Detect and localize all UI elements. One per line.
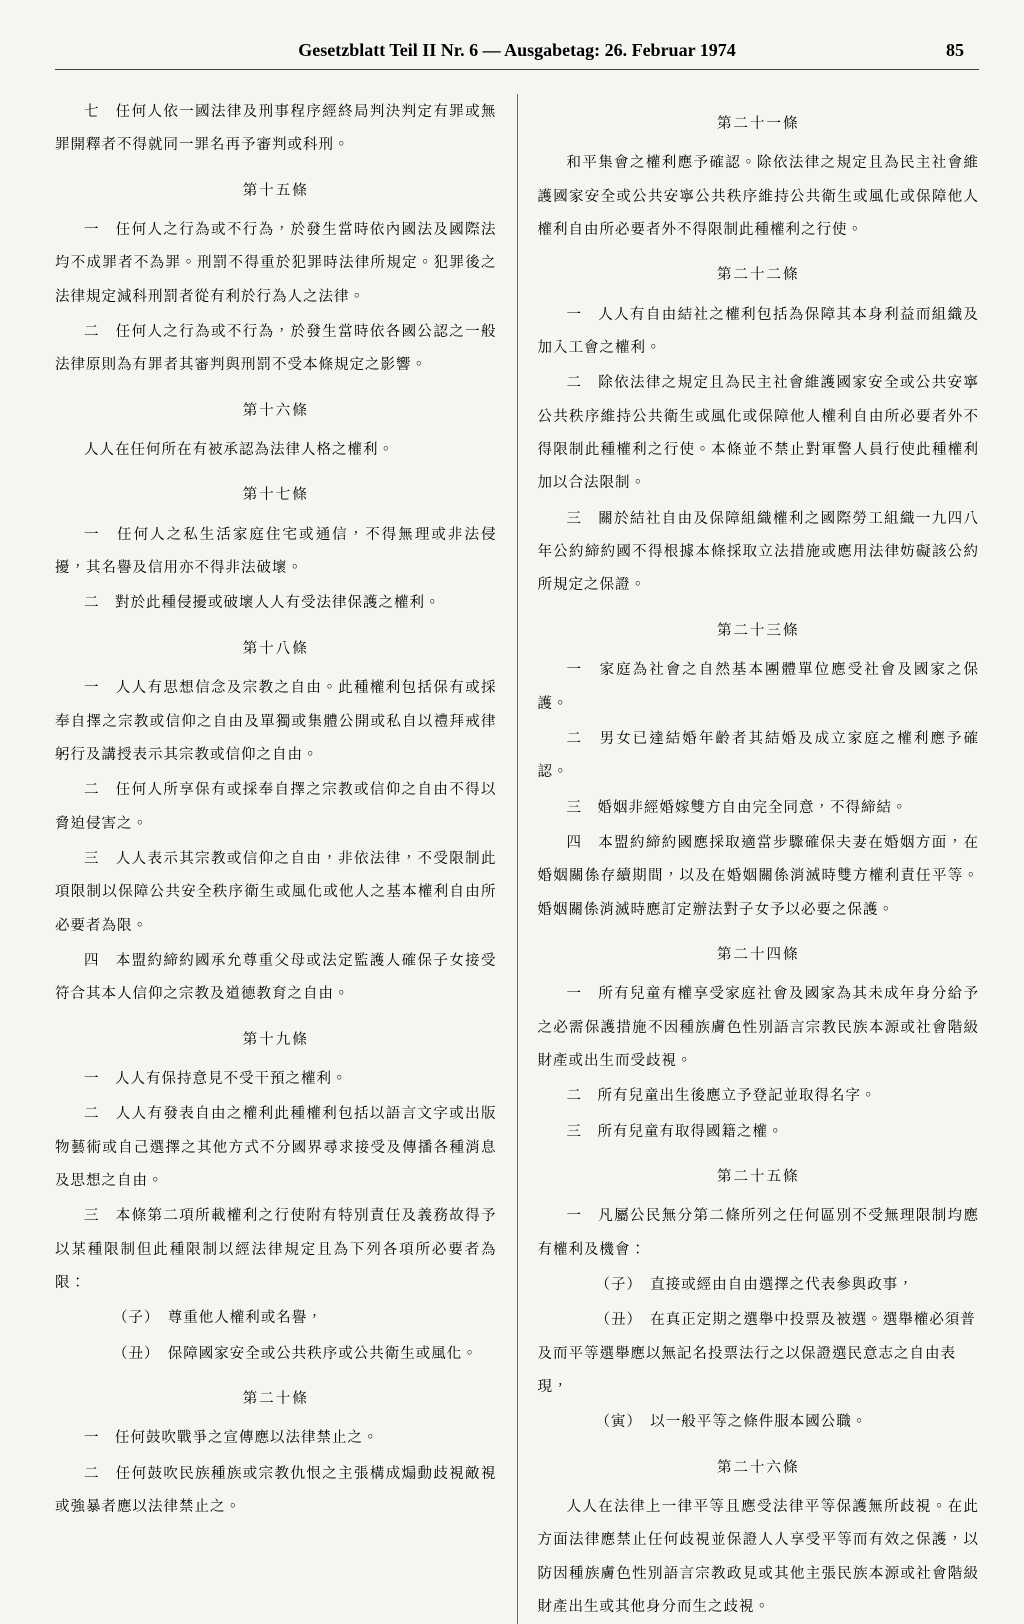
sub-item: （丑） 保障國家安全或公共秩序或公共衛生或風化。 bbox=[55, 1336, 497, 1369]
para: 二 對於此種侵擾或破壞人人有受法律保護之權利。 bbox=[55, 585, 497, 618]
para: 二 任何人所享保有或採奉自擇之宗教或信仰之自由不得以脅迫侵害之。 bbox=[55, 772, 497, 839]
sub-item: （丑） 在真正定期之選舉中投票及被選。選舉權必須普及而平等選舉應以無記名投票法行… bbox=[538, 1302, 980, 1402]
para: 人人在任何所在有被承認為法律人格之權利。 bbox=[55, 432, 497, 465]
article-title: 第十八條 bbox=[55, 631, 497, 664]
article-title: 第十六條 bbox=[55, 393, 497, 426]
article-title: 第二十六條 bbox=[538, 1450, 980, 1483]
para: 二 任何鼓吹民族種族或宗教仇恨之主張構成煽動歧視敵視或強暴者應以法律禁止之。 bbox=[55, 1456, 497, 1523]
header-title: Gesetzblatt Teil II Nr. 6 — Ausgabetag: … bbox=[298, 40, 736, 60]
para: 二 人人有發表自由之權利此種權利包括以語言文字或出版物藝術或自己選擇之其他方式不… bbox=[55, 1096, 497, 1196]
article-title: 第二十五條 bbox=[538, 1159, 980, 1192]
para: 三 本條第二項所載權利之行使附有特別責任及義務故得予以某種限制但此種限制以經法律… bbox=[55, 1198, 497, 1298]
sub-item: （子） 尊重他人權利或名譽， bbox=[55, 1300, 497, 1333]
para: 一 任何人之私生活家庭住宅或通信，不得無理或非法侵擾，其名譽及信用亦不得非法破壞… bbox=[55, 517, 497, 584]
para: 和平集會之權利應予確認。除依法律之規定且為民主社會維護國家安全或公共安寧公共秩序… bbox=[538, 145, 980, 245]
para: 一 所有兒童有權享受家庭社會及國家為其未成年身分給予之必需保護措施不因種族膚色性… bbox=[538, 976, 980, 1076]
header-rule bbox=[55, 69, 979, 70]
article-title: 第二十二條 bbox=[538, 257, 980, 290]
page-number: 85 bbox=[946, 40, 964, 61]
para: 一 人人有保持意見不受干預之權利。 bbox=[55, 1061, 497, 1094]
para: 一 凡屬公民無分第二條所列之任何區別不受無理限制均應有權利及機會： bbox=[538, 1198, 980, 1265]
para: 二 所有兒童出生後應立予登記並取得名字。 bbox=[538, 1078, 980, 1111]
para: 三 人人表示其宗教或信仰之自由，非依法律，不受限制此項限制以保障公共安全秩序衛生… bbox=[55, 841, 497, 941]
sub-item: （子） 直接或經由自由選擇之代表參與政事， bbox=[538, 1267, 980, 1300]
para: 一 任何鼓吹戰爭之宣傳應以法律禁止之。 bbox=[55, 1420, 497, 1453]
sub-item: （寅） 以一般平等之條件服本國公職。 bbox=[538, 1404, 980, 1437]
para: 四 本盟約締約國承允尊重父母或法定監護人確保子女接受符合其本人信仰之宗教及道德教… bbox=[55, 943, 497, 1010]
right-column: 第二十一條 和平集會之權利應予確認。除依法律之規定且為民主社會維護國家安全或公共… bbox=[518, 94, 980, 1624]
para: 二 除依法律之規定且為民主社會維護國家安全或公共安寧公共秩序維持公共衛生或風化或… bbox=[538, 365, 980, 498]
para: 四 本盟約締約國應採取適當步驟確保夫妻在婚姻方面，在婚姻關係存續期間，以及在婚姻… bbox=[538, 825, 980, 925]
para: 人人在法律上一律平等且應受法律平等保護無所歧視。在此方面法律應禁止任何歧視並保證… bbox=[538, 1489, 980, 1622]
article-title: 第十七條 bbox=[55, 477, 497, 510]
article-title: 第二十三條 bbox=[538, 613, 980, 646]
para: 一 人人有思想信念及宗教之自由。此種權利包括保有或採奉自擇之宗教或信仰之自由及單… bbox=[55, 670, 497, 770]
para: 二 男女已達結婚年齡者其結婚及成立家庭之權利應予確認。 bbox=[538, 721, 980, 788]
para: 一 人人有自由結社之權利包括為保障其本身利益而組織及加入工會之權利。 bbox=[538, 297, 980, 364]
article-title: 第十五條 bbox=[55, 173, 497, 206]
article-title: 第十九條 bbox=[55, 1022, 497, 1055]
article-title: 第二十一條 bbox=[538, 106, 980, 139]
text-columns: 七 任何人依一國法律及刑事程序經終局判決判定有罪或無罪開釋者不得就同一罪名再予審… bbox=[55, 94, 979, 1624]
para: 二 任何人之行為或不行為，於發生當時依各國公認之一般法律原則為有罪者其審判與刑罰… bbox=[55, 314, 497, 381]
para: 三 關於結社自由及保障組織權利之國際勞工組織一九四八年公約締約國不得根據本條採取… bbox=[538, 501, 980, 601]
para: 七 任何人依一國法律及刑事程序經終局判決判定有罪或無罪開釋者不得就同一罪名再予審… bbox=[55, 94, 497, 161]
left-column: 七 任何人依一國法律及刑事程序經終局判決判定有罪或無罪開釋者不得就同一罪名再予審… bbox=[55, 94, 518, 1624]
para: 三 婚姻非經婚嫁雙方自由完全同意，不得締結。 bbox=[538, 790, 980, 823]
para: 一 任何人之行為或不行為，於發生當時依內國法及國際法均不成罪者不為罪。刑罰不得重… bbox=[55, 212, 497, 312]
article-title: 第二十四條 bbox=[538, 937, 980, 970]
page-header: Gesetzblatt Teil II Nr. 6 — Ausgabetag: … bbox=[55, 40, 979, 61]
article-title: 第二十條 bbox=[55, 1381, 497, 1414]
para: 一 家庭為社會之自然基本團體單位應受社會及國家之保護。 bbox=[538, 652, 980, 719]
para: 三 所有兒童有取得國籍之權。 bbox=[538, 1114, 980, 1147]
